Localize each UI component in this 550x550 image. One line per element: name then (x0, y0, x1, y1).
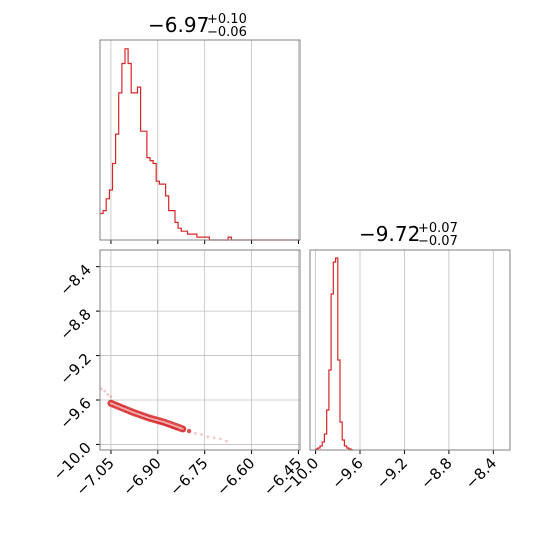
scatter-point (218, 437, 222, 441)
histogram-bottom-right-step-line (315, 257, 354, 451)
histogram-top-left-step-line (100, 48, 300, 241)
scatter-point (100, 387, 103, 391)
scatter-point (212, 436, 216, 440)
title-bottom-right: −9.72 (359, 222, 420, 246)
x-tick-label: −9.2 (373, 454, 411, 492)
scatter-point (106, 393, 110, 396)
x-tick-label: −8.4 (462, 454, 500, 492)
title-top-left-sup: +0.10 (207, 12, 247, 27)
scatter-point (193, 431, 197, 435)
title-top-left-sub: −0.06 (207, 25, 247, 40)
histogram-panel-top-left (99, 39, 301, 244)
x-tick-label: −8.8 (417, 454, 455, 492)
scatter-point (225, 439, 228, 443)
contour-inner-line (109, 402, 184, 430)
histogram-top-left-frame (99, 39, 301, 241)
scatter-panel-bottom-left: −7.05 −6.90 −6.75 −6.60 −6.45−8.4−8.8−9.2−9.… (50, 249, 305, 499)
x-tick-label: −6.90 (119, 454, 164, 499)
y-tick-label: −8.8 (56, 305, 94, 343)
y-tick-label: −9.2 (56, 350, 94, 388)
scatter-bottom-left-frame (99, 249, 301, 451)
title-bottom-right-sub: −0.07 (418, 234, 458, 249)
scatter-point (206, 435, 210, 439)
title-main: −9.72 (359, 222, 420, 246)
scatter-point (186, 428, 192, 434)
x-tick-label: −6.60 (213, 454, 258, 499)
title-main: −6.97 (148, 13, 209, 37)
scatter-point (103, 389, 107, 393)
histogram-bottom-right-frame (309, 249, 511, 451)
x-tick-label: −9.6 (328, 454, 366, 492)
histogram-panel-bottom-right: −10.0 −9.6 −9.2 −8.8 −8.4 (277, 249, 511, 499)
x-tick-label: −6.75 (166, 454, 211, 499)
scatter-point (200, 433, 203, 436)
scatter-point (109, 395, 113, 399)
y-tick-label: −8.4 (56, 261, 94, 299)
title-top-left: −6.97 (148, 13, 209, 37)
title-bottom-right-sup: +0.07 (418, 221, 458, 236)
y-tick-label: −9.6 (56, 394, 94, 432)
